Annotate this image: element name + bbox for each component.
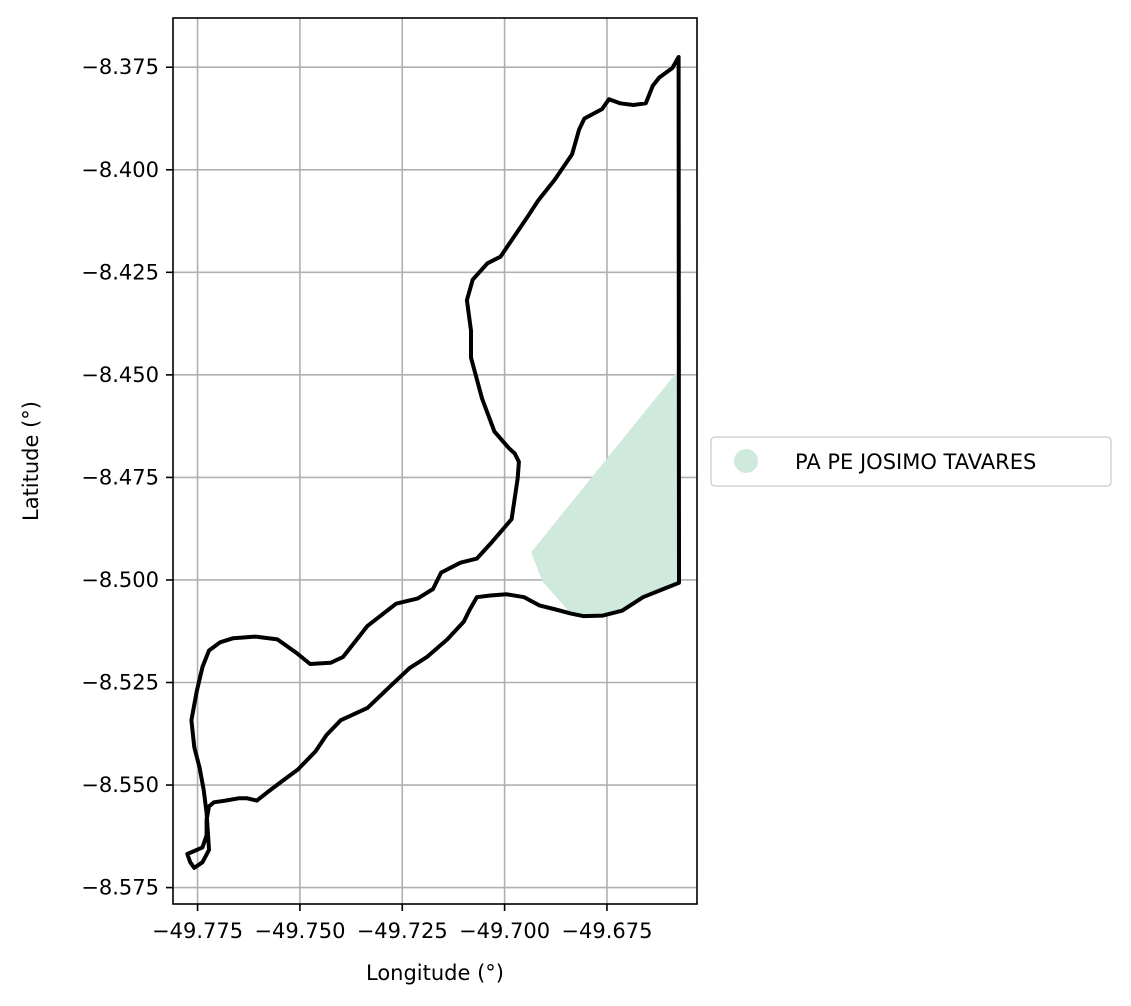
y-tick-label: −8.550 <box>81 773 159 797</box>
y-tick-label: −8.400 <box>81 158 159 182</box>
x-tick-label: −49.750 <box>254 919 345 943</box>
x-tick-label: −49.725 <box>357 919 448 943</box>
legend-marker-pa-pe-josimo-tavares <box>734 449 758 473</box>
x-axis-title: Longitude (°) <box>366 961 504 985</box>
y-tick-label: −8.425 <box>81 260 159 284</box>
legend-label-pa-pe-josimo-tavares: PA PE JOSIMO TAVARES <box>795 450 1036 474</box>
x-axis-ticks: −49.775 −49.750 −49.725 −49.700 −49.675 <box>152 904 652 943</box>
y-axis-ticks: −8.375 −8.400 −8.425 −8.450 −8.475 −8.500 −8.5… <box>81 55 173 900</box>
map-layers <box>185 55 681 870</box>
x-tick-label: −49.675 <box>561 919 652 943</box>
legend: PA PE JOSIMO TAVARES <box>710 436 1112 487</box>
y-tick-label: −8.375 <box>81 55 159 79</box>
x-tick-label: −49.700 <box>459 919 550 943</box>
pa-pe-josimo-tavares-area <box>531 369 679 617</box>
y-tick-label: −8.575 <box>81 876 159 900</box>
plot-frame <box>172 17 698 905</box>
legend-box <box>710 436 1112 487</box>
y-tick-label: −8.450 <box>81 363 159 387</box>
y-axis-title: Latitude (°) <box>19 401 43 521</box>
boundary-outline <box>185 55 681 870</box>
y-tick-label: −8.500 <box>81 568 159 592</box>
y-tick-label: −8.525 <box>81 671 159 695</box>
y-tick-label: −8.475 <box>81 465 159 489</box>
x-tick-label: −49.775 <box>152 919 243 943</box>
